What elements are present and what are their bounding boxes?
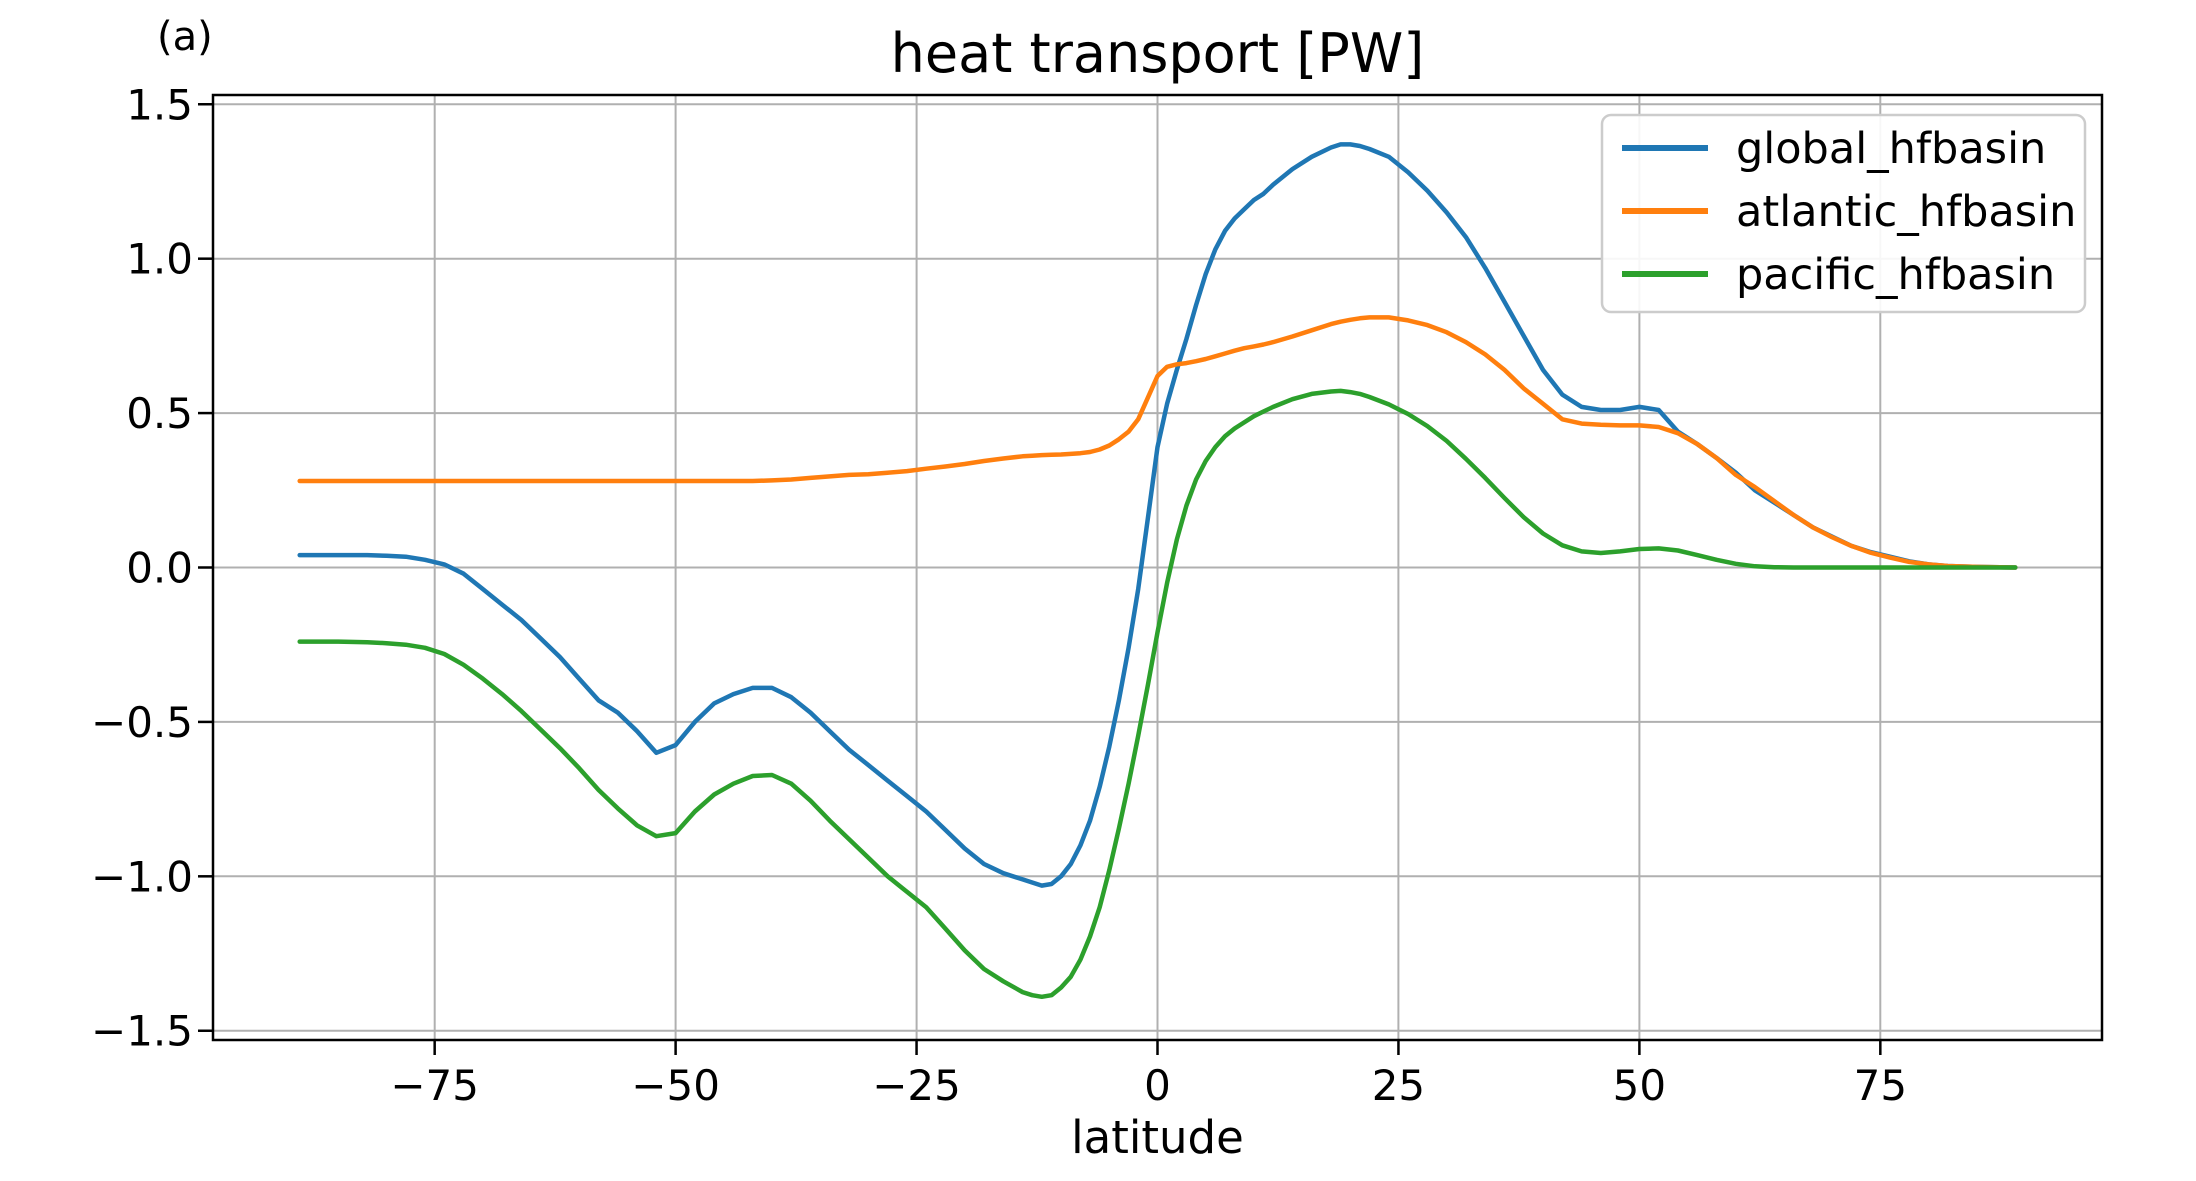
- series-line-global_hfbasin: [297, 142, 2018, 888]
- x-tick-label: 25: [1372, 1061, 1425, 1110]
- x-tick-label: −75: [390, 1061, 479, 1110]
- chart-title: heat transport [PW]: [891, 22, 1425, 85]
- tick-layer: −75 −50 −25 0 25 50 75 1.5 1.0 0.5 0.0 −0.5 −1.0 −1.5: [91, 80, 1907, 1110]
- legend-label-global_hfbasin: global_hfbasin: [1736, 124, 2046, 174]
- y-tick-label: 0.0: [126, 544, 193, 593]
- legend-label-pacific_hfbasin: pacific_hfbasin: [1736, 250, 2055, 300]
- series-line-pacific_hfbasin: [297, 388, 2018, 1000]
- x-tick-label: 50: [1613, 1061, 1666, 1110]
- x-tick-label: 75: [1854, 1061, 1907, 1110]
- x-axis-label: latitude: [1071, 1111, 1244, 1164]
- legend-label-atlantic_hfbasin: atlantic_hfbasin: [1736, 187, 2076, 237]
- y-tick-label: 1.0: [126, 235, 193, 284]
- x-tick-label: −25: [872, 1061, 961, 1110]
- legend: global_hfbasin atlantic_hfbasin pacific_hf…: [1600, 113, 2087, 314]
- panel-label: (a): [157, 14, 213, 60]
- y-tick-label: 1.5: [126, 80, 193, 129]
- y-tick-label: 0.5: [126, 389, 193, 438]
- y-tick-label: −1.5: [91, 1007, 193, 1056]
- x-tick-label: −50: [631, 1061, 720, 1110]
- legend-box: [1600, 113, 2087, 314]
- series-line-atlantic_hfbasin: [297, 315, 2018, 570]
- series-layer: [297, 142, 2018, 1000]
- x-tick-label: 0: [1144, 1061, 1171, 1110]
- y-tick-label: −0.5: [91, 698, 193, 747]
- y-tick-label: −1.0: [91, 852, 193, 901]
